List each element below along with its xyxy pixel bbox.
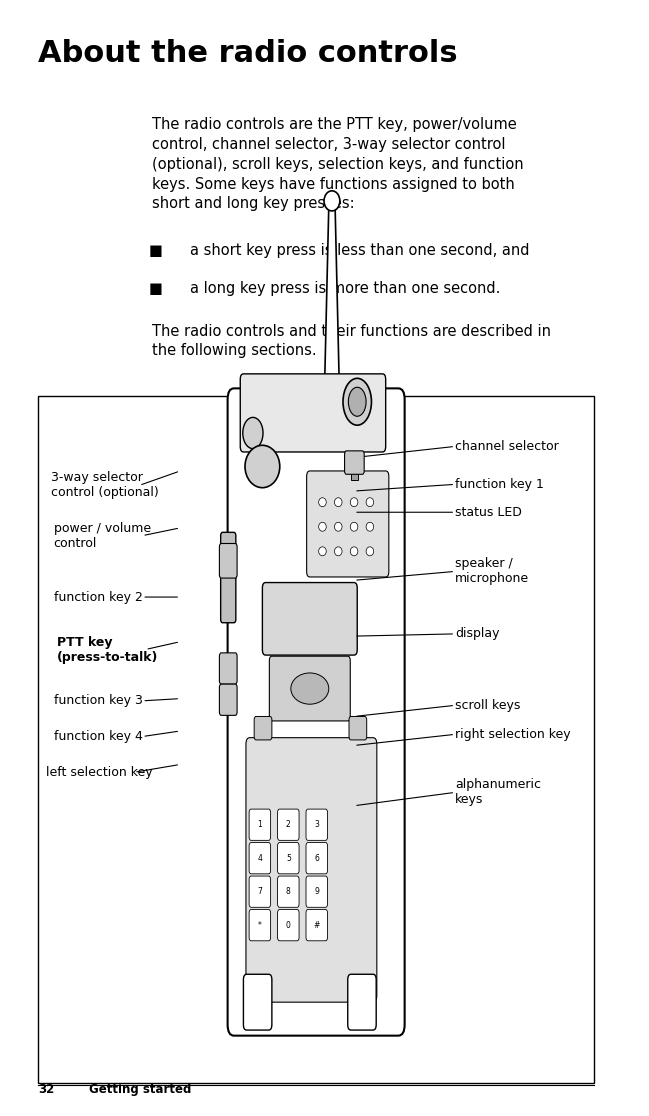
FancyBboxPatch shape <box>249 910 271 941</box>
FancyBboxPatch shape <box>221 532 236 623</box>
FancyBboxPatch shape <box>254 716 272 740</box>
FancyBboxPatch shape <box>240 374 386 452</box>
Text: status LED: status LED <box>455 506 522 519</box>
FancyBboxPatch shape <box>306 876 328 907</box>
FancyBboxPatch shape <box>249 809 271 840</box>
FancyBboxPatch shape <box>306 809 328 840</box>
Ellipse shape <box>343 378 371 425</box>
Text: 7: 7 <box>258 887 262 896</box>
Ellipse shape <box>243 417 263 449</box>
FancyBboxPatch shape <box>219 684 237 715</box>
Text: speaker /
microphone: speaker / microphone <box>455 557 530 586</box>
Ellipse shape <box>319 498 326 507</box>
Ellipse shape <box>350 498 358 507</box>
FancyBboxPatch shape <box>349 716 367 740</box>
Ellipse shape <box>245 445 280 488</box>
Text: function key 4: function key 4 <box>54 730 143 743</box>
Ellipse shape <box>366 547 374 556</box>
Text: right selection key: right selection key <box>455 728 571 741</box>
Text: 9: 9 <box>314 887 319 896</box>
Ellipse shape <box>366 498 374 507</box>
Ellipse shape <box>349 387 366 416</box>
FancyBboxPatch shape <box>249 843 271 874</box>
Ellipse shape <box>291 673 329 704</box>
FancyBboxPatch shape <box>228 388 404 1036</box>
FancyBboxPatch shape <box>348 974 376 1030</box>
Text: a short key press is less than one second, and: a short key press is less than one secon… <box>190 243 529 258</box>
FancyBboxPatch shape <box>219 543 237 578</box>
Text: About the radio controls: About the radio controls <box>38 39 458 68</box>
Text: 4: 4 <box>258 854 262 863</box>
FancyBboxPatch shape <box>278 809 299 840</box>
Text: scroll keys: scroll keys <box>455 699 520 712</box>
Ellipse shape <box>350 522 358 531</box>
Ellipse shape <box>319 547 326 556</box>
Text: Getting started: Getting started <box>88 1083 191 1096</box>
Text: 1: 1 <box>258 820 262 829</box>
FancyBboxPatch shape <box>278 876 299 907</box>
FancyBboxPatch shape <box>306 843 328 874</box>
Text: 5: 5 <box>286 854 291 863</box>
Text: ■: ■ <box>149 281 162 296</box>
Text: function key 2: function key 2 <box>54 590 143 604</box>
FancyBboxPatch shape <box>246 738 377 1002</box>
Polygon shape <box>324 206 339 396</box>
Ellipse shape <box>334 498 342 507</box>
FancyBboxPatch shape <box>249 876 271 907</box>
Ellipse shape <box>334 547 342 556</box>
Text: 8: 8 <box>286 887 291 896</box>
Text: function key 3: function key 3 <box>54 694 143 708</box>
FancyBboxPatch shape <box>262 583 357 655</box>
Bar <box>38 396 594 1083</box>
FancyBboxPatch shape <box>345 451 364 474</box>
Text: *: * <box>258 921 262 930</box>
Text: 0: 0 <box>286 921 291 930</box>
Ellipse shape <box>350 547 358 556</box>
Text: The radio controls and their functions are described in
the following sections.: The radio controls and their functions a… <box>152 324 551 358</box>
Text: function key 1: function key 1 <box>455 478 544 491</box>
FancyBboxPatch shape <box>306 910 328 941</box>
FancyBboxPatch shape <box>219 653 237 684</box>
Text: #: # <box>313 921 320 930</box>
Ellipse shape <box>319 522 326 531</box>
Text: PTT key
(press-to-talk): PTT key (press-to-talk) <box>57 635 158 664</box>
Text: The radio controls are the PTT key, power/volume
control, channel selector, 3-wa: The radio controls are the PTT key, powe… <box>152 117 523 211</box>
Ellipse shape <box>334 522 342 531</box>
Text: a long key press is more than one second.: a long key press is more than one second… <box>190 281 500 296</box>
FancyBboxPatch shape <box>306 471 389 577</box>
Text: 3-way selector
control (optional): 3-way selector control (optional) <box>51 471 158 500</box>
Text: power / volume
control: power / volume control <box>54 521 151 550</box>
FancyBboxPatch shape <box>243 974 272 1030</box>
Text: left selection key: left selection key <box>45 766 152 779</box>
Text: 32: 32 <box>38 1083 54 1096</box>
Text: 3: 3 <box>314 820 319 829</box>
Text: 6: 6 <box>314 854 319 863</box>
Ellipse shape <box>324 191 340 211</box>
Text: alphanumeric
keys: alphanumeric keys <box>455 778 541 807</box>
FancyBboxPatch shape <box>269 656 350 721</box>
Ellipse shape <box>366 522 374 531</box>
FancyBboxPatch shape <box>278 910 299 941</box>
Bar <box>351 471 358 480</box>
Text: display: display <box>455 627 500 641</box>
FancyBboxPatch shape <box>278 843 299 874</box>
Text: channel selector: channel selector <box>455 440 559 453</box>
Text: 2: 2 <box>286 820 291 829</box>
Text: ■: ■ <box>149 243 162 258</box>
